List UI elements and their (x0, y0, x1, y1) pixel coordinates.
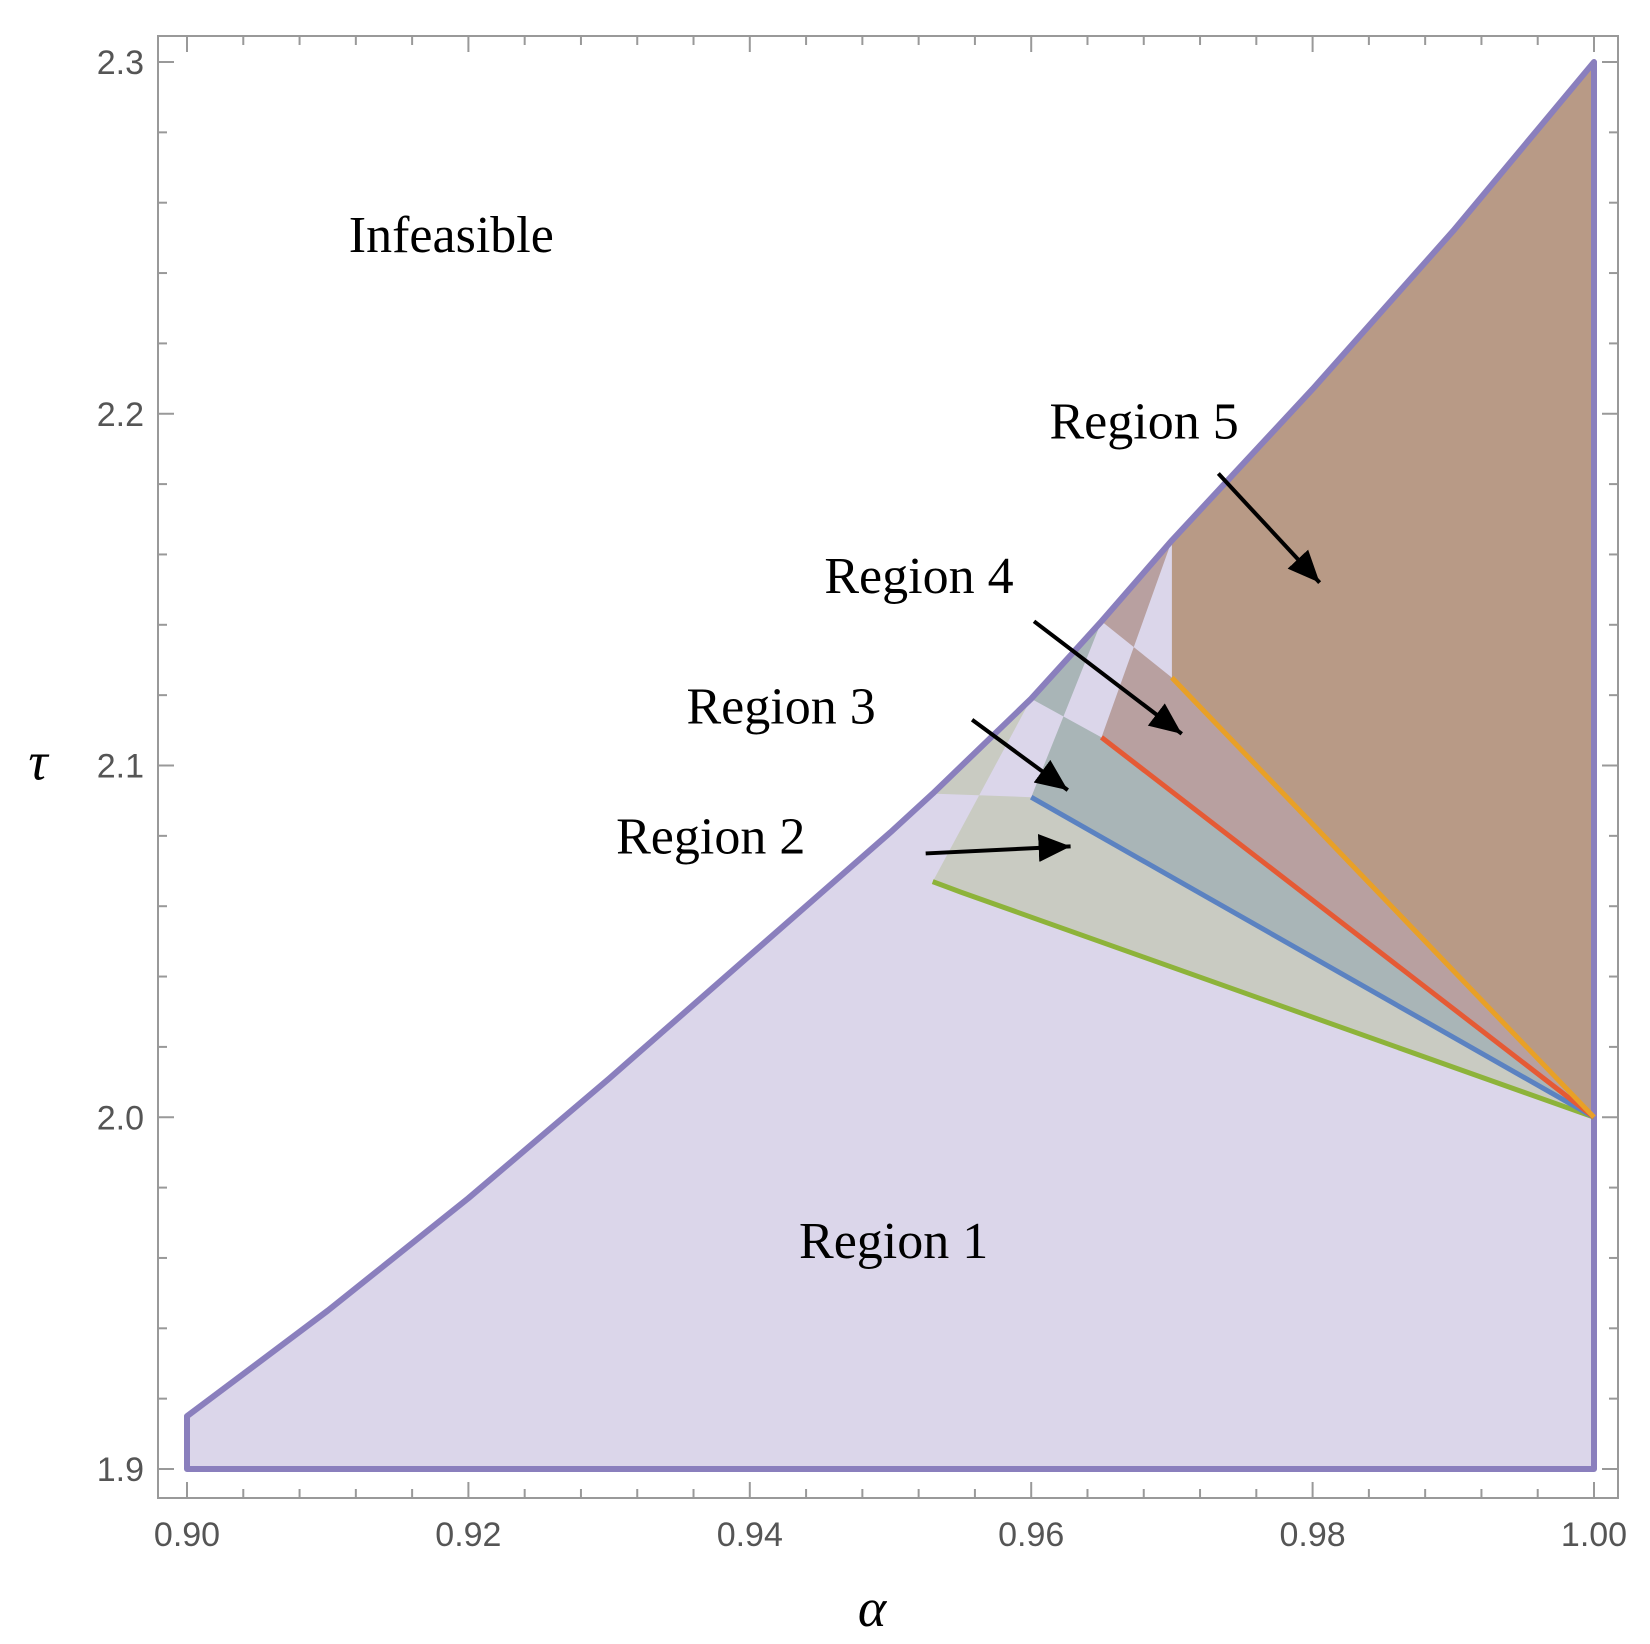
x-tick-label: 0.98 (1280, 1516, 1346, 1554)
y-axis-label: τ (28, 732, 49, 792)
separator-lines (931, 675, 1596, 1120)
annotations: Infeasible Region 1 Region 2 Region 3 Region… (349, 207, 1322, 1270)
y-tick-label: 1.9 (97, 1451, 144, 1489)
x-tick-label: 0.96 (998, 1516, 1064, 1554)
x-tick-label: 0.92 (435, 1516, 501, 1554)
region2-arrow (925, 833, 1071, 862)
region5-arrow (1216, 472, 1322, 584)
y-tick-label: 2.1 (97, 748, 144, 786)
region1-label: Region 1 (799, 1213, 988, 1270)
green-separator-line (931, 879, 1595, 1120)
red-separator-line (1099, 735, 1596, 1120)
x-axis-label: α (858, 1578, 888, 1638)
region-5-fill (1171, 62, 1594, 1118)
region3-label: Region 3 (686, 678, 875, 735)
plot-frame (157, 35, 1619, 1499)
orange-separator-line (1170, 675, 1596, 1119)
region5-label: Region 5 (1049, 393, 1238, 450)
region-1-fill (187, 62, 1594, 1469)
y-tick-label: 2.2 (97, 396, 144, 434)
tick-labels: 0.90 0.92 0.94 0.96 0.98 1.00 1.9 2.0 2.1 2.2 2.3 (97, 44, 1627, 1554)
y-tick-label: 2.3 (97, 44, 144, 82)
feasible-boundary-line (184, 59, 1597, 1472)
infeasible-label: Infeasible (349, 207, 554, 264)
x-tick-label: 1.00 (1561, 1516, 1627, 1554)
axis-ticks (158, 36, 1618, 1498)
blue-separator-line (1029, 795, 1596, 1120)
x-tick-label: 0.94 (717, 1516, 783, 1554)
region-4-fill (1101, 540, 1594, 1118)
x-tick-label: 0.90 (154, 1516, 220, 1554)
region4-label: Region 4 (824, 548, 1013, 605)
region2-label: Region 2 (616, 808, 805, 865)
region3-arrow (970, 718, 1069, 792)
region4-arrow (1032, 619, 1183, 736)
y-tick-label: 2.0 (97, 1099, 144, 1137)
